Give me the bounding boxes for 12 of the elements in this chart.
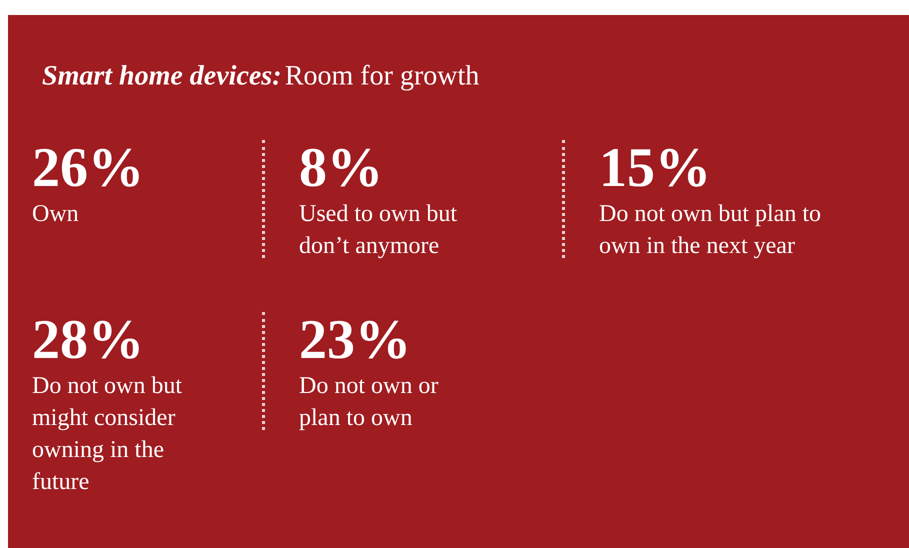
data-label: 15% bbox=[599, 137, 711, 199]
category-label: Do not own but might consider owning in the future bbox=[32, 373, 182, 495]
data-label: 26% bbox=[32, 137, 144, 199]
category-label: Do not own or plan to own bbox=[299, 373, 438, 431]
data-label: 23% bbox=[299, 309, 411, 371]
category-label: Own bbox=[32, 201, 79, 227]
text: Smart home devices: bbox=[42, 60, 282, 92]
category-label: Used to own but don’t anymore bbox=[299, 201, 458, 259]
text: Room for growth bbox=[284, 60, 480, 92]
data-label: 8% bbox=[299, 137, 383, 199]
category-label: Do not own but plan to own in the next year bbox=[599, 201, 821, 259]
data-label: 28% bbox=[32, 309, 144, 371]
